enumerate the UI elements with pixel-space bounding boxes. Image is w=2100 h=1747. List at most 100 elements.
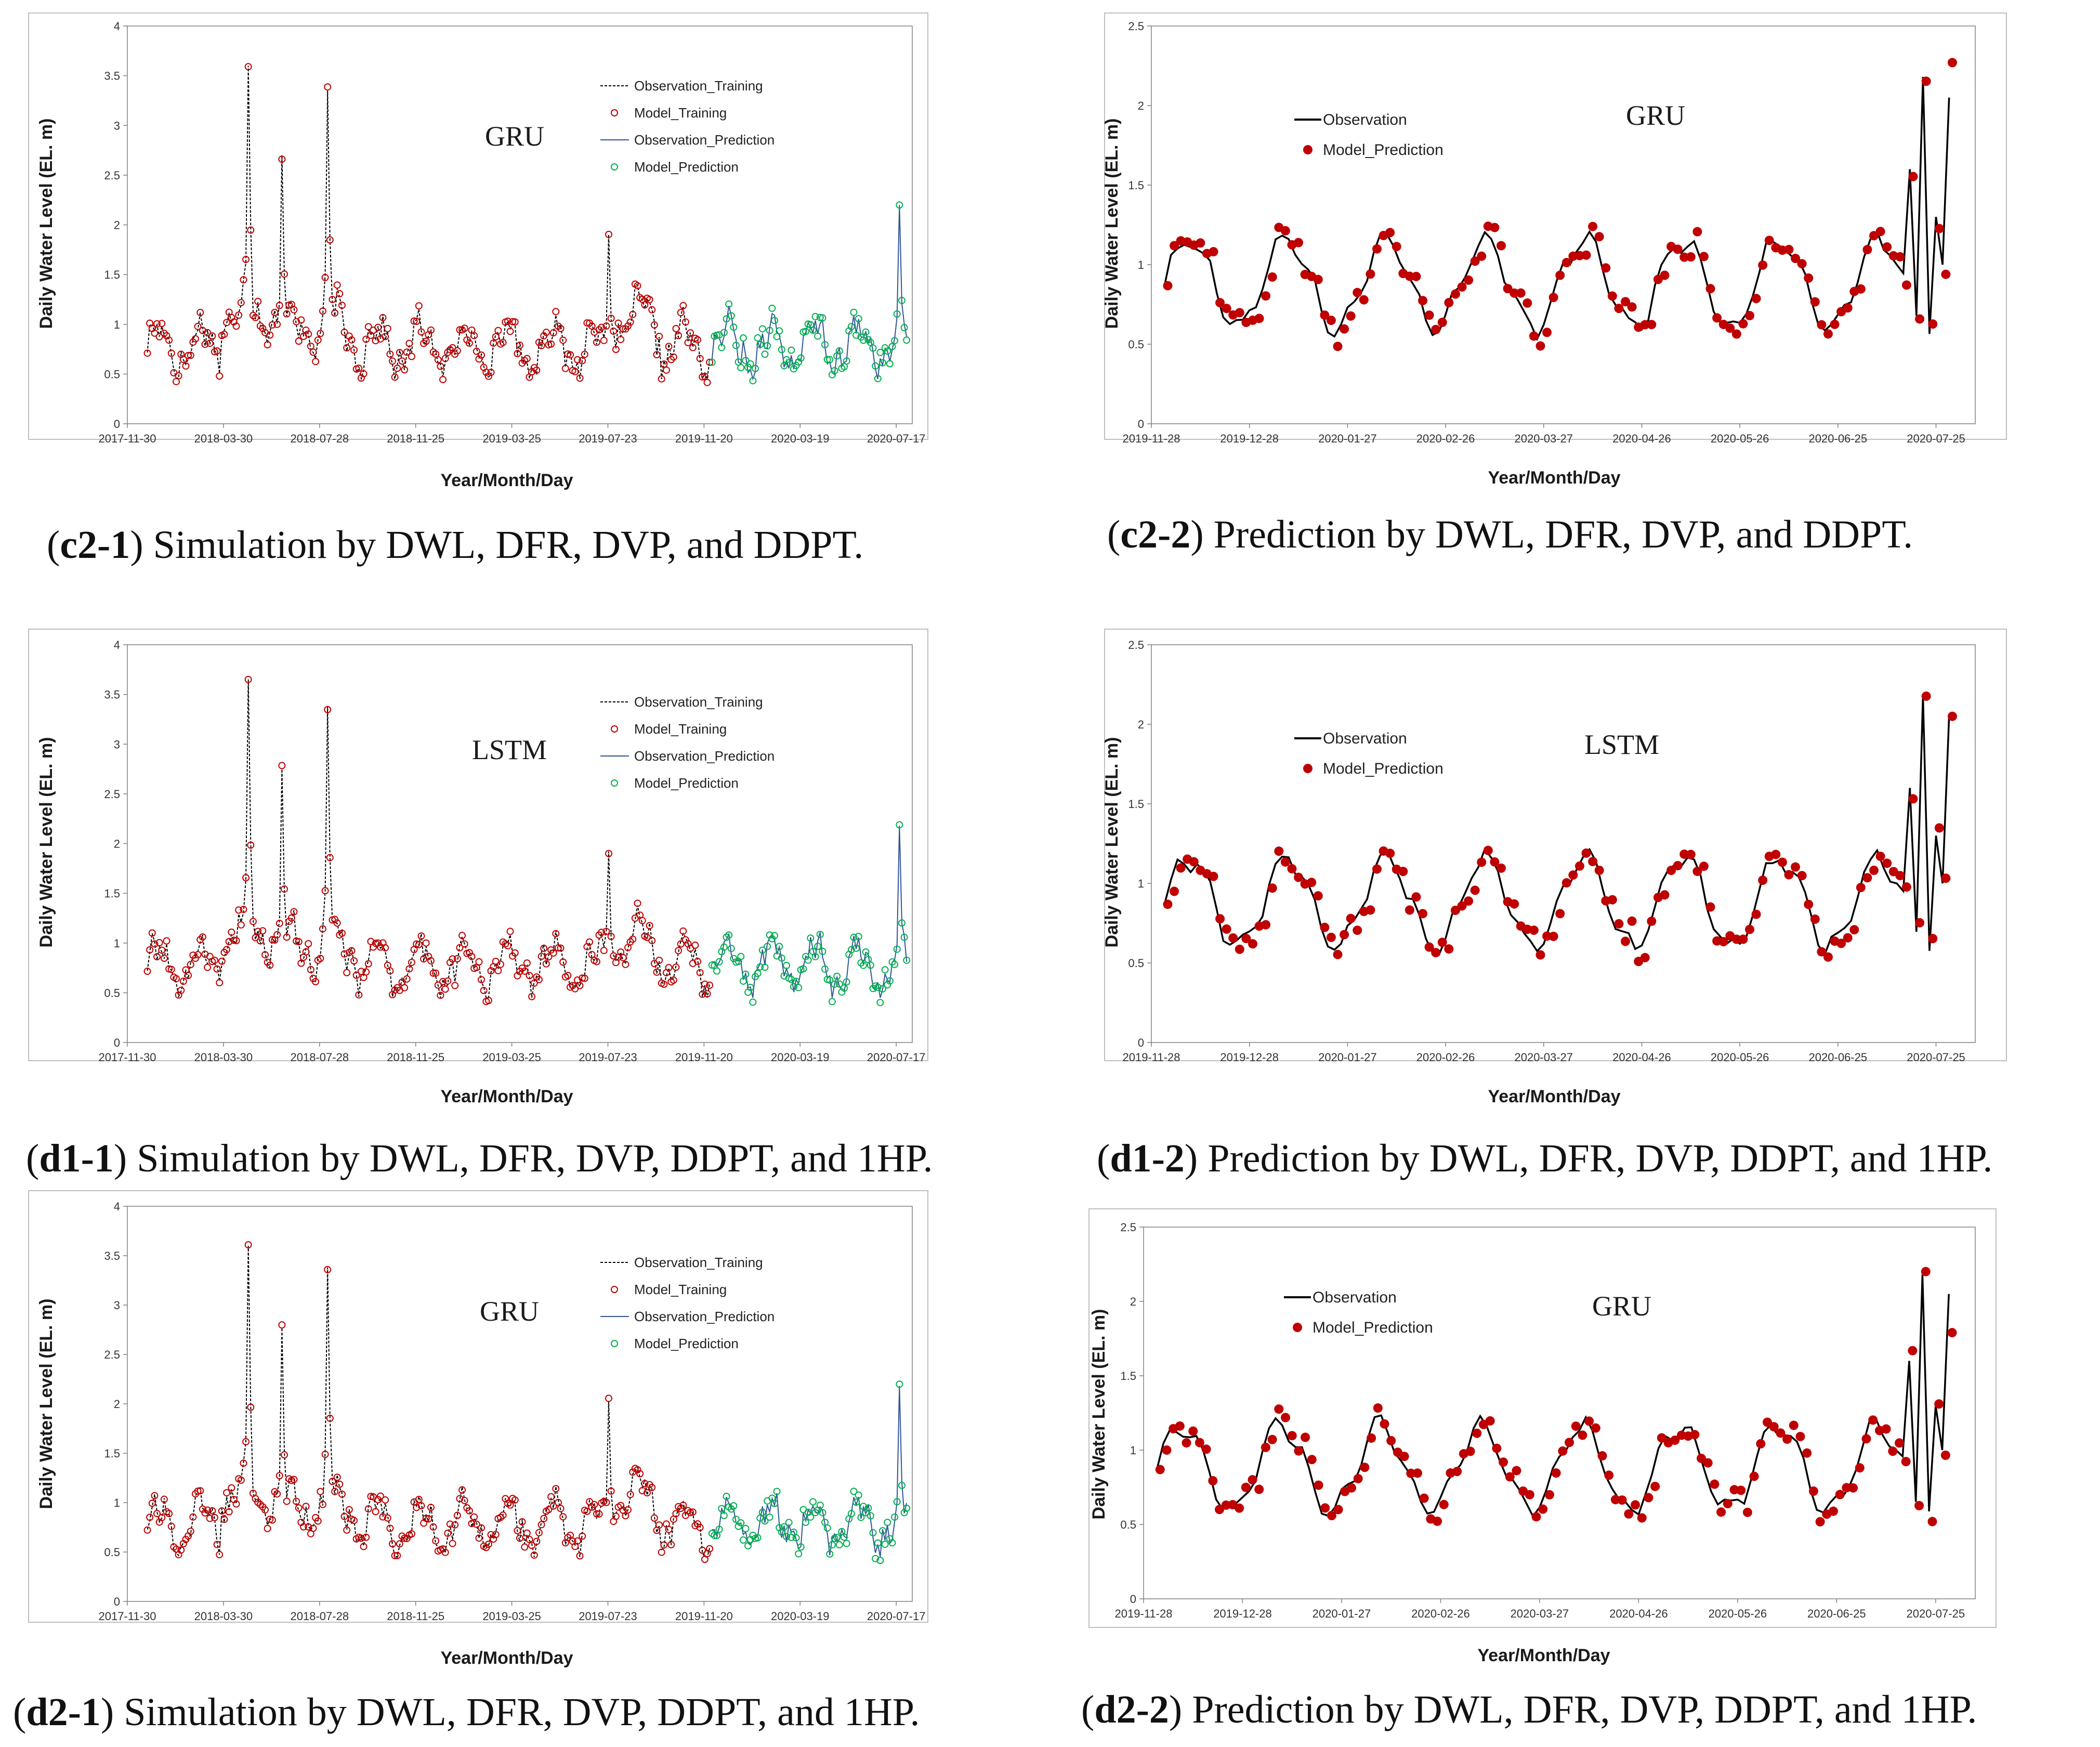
model-training-point — [278, 762, 286, 770]
x-tick-label: 2018-11-25 — [387, 1610, 444, 1623]
model-prediction-point — [1928, 934, 1938, 944]
model-training-point — [382, 1496, 389, 1504]
model-training-point — [699, 1546, 706, 1554]
series-observation-prediction — [712, 1386, 908, 1557]
model-prediction-point — [764, 342, 771, 350]
model-training-point — [336, 290, 344, 297]
model-label: GRU — [480, 1296, 539, 1327]
model-prediction-point — [1307, 1455, 1317, 1465]
y-tick-label: 2 — [114, 219, 120, 232]
model-prediction-point — [1771, 850, 1781, 859]
model-prediction-point — [860, 1503, 868, 1510]
model-prediction-point — [1621, 297, 1631, 307]
series-observation-training — [147, 66, 711, 381]
chart-d1-2: 0 0.5 1 1.5 2 2.5 2019-11-28 2019-12-28 2020-01-… — [1102, 629, 2007, 1106]
x-tick-label: 2020-01-27 — [1318, 1051, 1377, 1064]
model-training-point — [194, 951, 202, 959]
model-training-point — [605, 1394, 613, 1402]
model-training-point — [675, 947, 682, 955]
model-prediction-point — [1516, 288, 1526, 298]
model-prediction-point — [862, 328, 870, 336]
model-prediction-point — [869, 985, 877, 993]
model-training-point — [216, 372, 224, 380]
model-training-point — [261, 1506, 269, 1514]
model-prediction-point — [1650, 1481, 1660, 1491]
model-prediction-point — [1457, 901, 1467, 911]
model-training-point — [499, 338, 507, 346]
model-prediction-point — [1538, 1504, 1548, 1514]
model-training-point — [552, 308, 560, 316]
model-prediction-point — [795, 984, 803, 992]
model-training-point — [305, 940, 312, 948]
model-training-point — [694, 958, 702, 966]
model-prediction-point — [1594, 865, 1604, 875]
caption-c2-1: (c2-1) Simulation by DWL, DFR, DVP, and … — [47, 523, 864, 567]
model-prediction-point — [1894, 1438, 1904, 1448]
model-training-point — [393, 364, 401, 372]
legend-swatch — [611, 779, 618, 787]
model-training-point — [242, 1438, 250, 1445]
model-training-point — [287, 914, 295, 922]
model-training-point — [187, 961, 194, 969]
model-prediction-point — [1437, 937, 1447, 947]
model-training-point — [326, 236, 334, 244]
y-axis-title: Daily Water Level (EL. m) — [1089, 1309, 1109, 1520]
model-training-point — [247, 226, 255, 234]
model-training-point — [554, 944, 562, 952]
model-prediction-point — [1464, 896, 1474, 906]
model-training-point — [706, 358, 714, 366]
model-prediction-point — [811, 953, 819, 960]
y-tick-label: 2.5 — [1120, 1221, 1136, 1234]
model-prediction-point — [1699, 252, 1709, 262]
model-training-point — [434, 981, 442, 989]
model-prediction-point — [823, 1524, 831, 1532]
model-training-point — [302, 1503, 310, 1510]
model-prediction-point — [835, 1541, 843, 1549]
model-prediction-point — [1631, 1500, 1640, 1510]
model-prediction-point — [823, 356, 831, 363]
model-training-point — [526, 972, 533, 980]
model-prediction-point — [1222, 924, 1231, 934]
x-tick-label: 2019-07-23 — [579, 1610, 637, 1623]
model-training-point — [213, 347, 221, 355]
model-training-point — [151, 940, 159, 948]
model-training-point — [504, 317, 511, 325]
legend-swatch — [1303, 764, 1312, 773]
y-tick-label: 1.5 — [104, 887, 120, 900]
model-prediction-point — [1196, 238, 1205, 248]
x-tick-label: 2019-11-20 — [675, 1051, 733, 1064]
model-prediction-point — [754, 1534, 762, 1542]
model-training-point — [199, 933, 206, 941]
model-training-point — [653, 968, 661, 976]
model-prediction-point — [884, 1518, 891, 1526]
model-prediction-point — [888, 343, 896, 350]
model-prediction-point — [1313, 891, 1323, 901]
model-training-point — [514, 1527, 521, 1534]
model-training-point — [658, 375, 665, 383]
y-tick-label: 3.5 — [104, 70, 120, 83]
model-training-point — [405, 340, 413, 347]
model-prediction-point — [1490, 857, 1500, 867]
model-training-point — [194, 322, 202, 330]
model-training-point — [549, 1502, 557, 1510]
legend-label: Observation — [1323, 730, 1407, 747]
model-prediction-point — [874, 375, 882, 383]
y-tick-label: 1.5 — [104, 268, 120, 281]
caption-text: ) Prediction by DWL, DFR, DVP, and DDPT. — [1190, 513, 1913, 556]
model-training-point — [641, 1480, 649, 1488]
model-prediction-point — [1621, 936, 1631, 946]
model-prediction-point — [804, 956, 812, 964]
caption-id: d2-1 — [26, 1690, 101, 1734]
model-prediction-point — [900, 933, 908, 941]
model-training-point — [370, 943, 377, 951]
model-training-point — [220, 1516, 228, 1523]
model-training-point — [461, 940, 468, 948]
legend-label: Model_Training — [634, 1282, 727, 1297]
model-training-point — [379, 314, 387, 321]
model-prediction-point — [1209, 871, 1218, 881]
model-prediction-point — [878, 985, 886, 993]
model-prediction-point — [1718, 937, 1728, 947]
model-prediction-point — [1411, 892, 1421, 902]
model-training-point — [160, 955, 168, 962]
x-tick-label: 2020-03-19 — [771, 1610, 830, 1623]
